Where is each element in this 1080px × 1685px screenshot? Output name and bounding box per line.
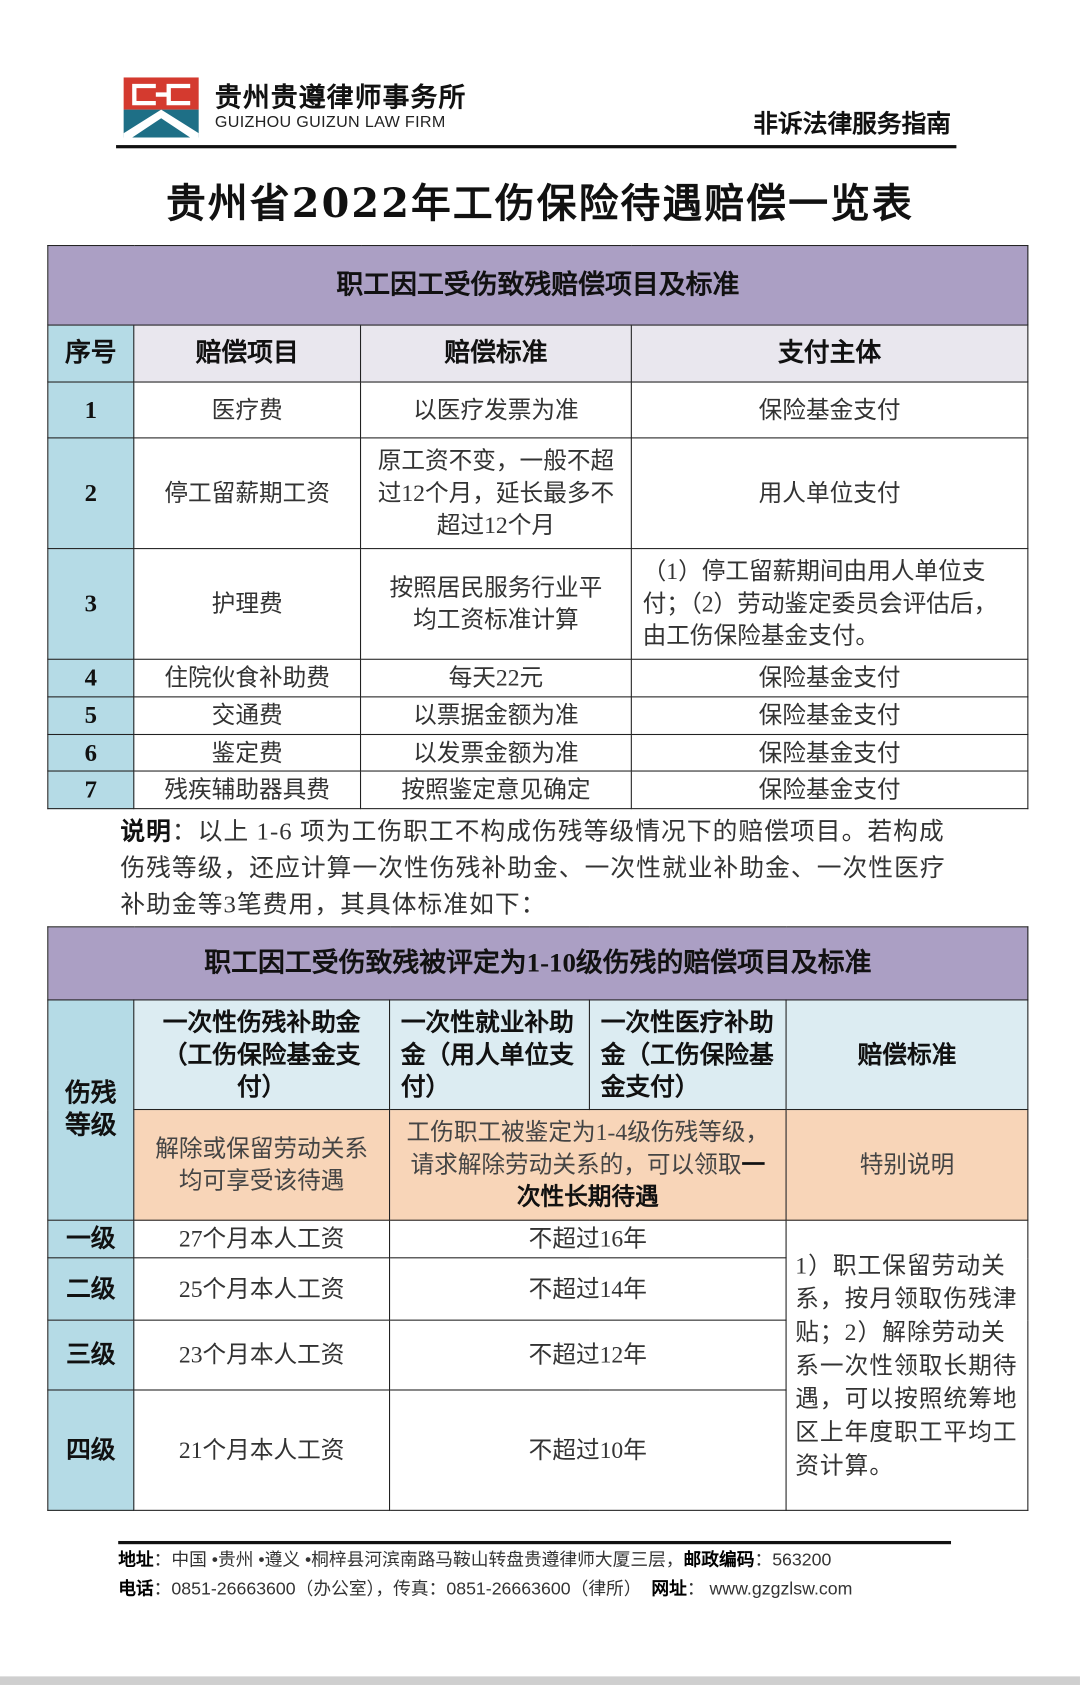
row-long-term: 不超过16年 xyxy=(389,1219,787,1259)
firm-logo xyxy=(123,77,199,138)
row-subsidy: 21个月本人工资 xyxy=(133,1389,391,1511)
row-standard: 每天22元 xyxy=(359,658,632,698)
row-long-term: 不超过10年 xyxy=(389,1389,787,1511)
table-row: 5 交通费 以票据金额为准 保险基金支付 xyxy=(47,696,1029,736)
footer-address: 地址：中国 •贵州 •遵义 •桐梓县河滨南路马鞍山转盘贵遵律师大厦三层，邮政编码… xyxy=(118,1550,831,1571)
header-item: 赔偿项目 xyxy=(133,324,362,383)
bottom-band xyxy=(0,1676,1080,1685)
row-item: 鉴定费 xyxy=(133,733,362,772)
subrow-special: 特别说明 xyxy=(785,1108,1029,1221)
row-payer: 用人单位支付 xyxy=(630,437,1029,550)
footer-divider xyxy=(118,1540,952,1545)
table-row: 3 护理费 按照居民服务行业平均工资标准计算 （1）停工留薪期间由用人单位支付；… xyxy=(47,548,1029,660)
table1-title: 职工因工受伤致残赔偿项目及标准 xyxy=(47,245,1029,326)
header-payer: 支付主体 xyxy=(630,324,1029,383)
row-standard: 原工资不变，一般不超过12个月，延长最多不超过12个月 xyxy=(359,437,632,550)
phone-label: 电话 xyxy=(118,1579,154,1600)
table2-title: 职工因工受伤致残被评定为1-10级伤残的赔偿项目及标准 xyxy=(47,926,1029,1001)
subrow-merged: 工伤职工被鉴定为1-4级伤残等级，请求解除劳动关系的，可以领取一次性长期待遇 xyxy=(389,1108,787,1221)
row-item: 住院伙食补助费 xyxy=(133,658,362,698)
row-long-term: 不超过14年 xyxy=(389,1257,787,1321)
table-row: 三级 23个月本人工资 不超过12年 xyxy=(47,1319,1028,1391)
row-standard: 按照鉴定意见确定 xyxy=(359,770,632,810)
postcode-label: 邮政编码 xyxy=(683,1550,755,1570)
row-no: 7 xyxy=(47,770,135,810)
row-no: 4 xyxy=(47,658,135,698)
note-paragraph: 说明：以上 1-6 项为工伤职工不构成伤残等级情况下的赔偿项目。若构成伤残等级，… xyxy=(120,813,958,923)
header-employment-subsidy: 一次性就业补助金（用人单位支付） xyxy=(389,999,590,1111)
row-no: 3 xyxy=(47,548,135,660)
header-no: 序号 xyxy=(47,324,135,383)
address-text: ：中国 •贵州 •遵义 •桐梓县河滨南路马鞍山转盘贵遵律师大厦三层， xyxy=(153,1550,684,1570)
row-payer: （1）停工留薪期间由用人单位支付；（2）劳动鉴定委员会评估后，由工伤保险基金支付… xyxy=(630,548,1029,660)
subrow-merged-bold: 一次性长期待遇 xyxy=(516,1150,766,1210)
row-payer: 保险基金支付 xyxy=(630,733,1029,772)
header-divider xyxy=(116,145,957,149)
table-row: 7 残疾辅助器具费 按照鉴定意见确定 保险基金支付 xyxy=(47,770,1029,810)
website-link[interactable]: ： www.gzgzlsw.com xyxy=(686,1579,853,1600)
row-no: 2 xyxy=(47,437,135,550)
table-disability-grades: 职工因工受伤致残被评定为1-10级伤残的赔偿项目及标准 伤残等级 一次性伤残补助… xyxy=(47,926,1029,1511)
header-disability-subsidy: 一次性伤残补助金（工伤保险基金支付） xyxy=(133,999,391,1111)
row-item: 残疾辅助器具费 xyxy=(133,770,362,810)
row-grade: 三级 xyxy=(47,1319,135,1391)
firm-name-en: GUIZHOU GUIZUN LAW FIRM xyxy=(214,112,446,132)
row-subsidy: 23个月本人工资 xyxy=(133,1319,391,1391)
row-payer: 保险基金支付 xyxy=(630,658,1029,698)
row-item: 停工留薪期工资 xyxy=(133,437,362,550)
page-title: 贵州省2022年工伤保险待遇赔偿一览表 xyxy=(166,179,914,227)
row-grade: 一级 xyxy=(47,1219,135,1259)
row-item: 护理费 xyxy=(133,548,362,660)
special-note: 1）职工保留劳动关系，按月领取伤残津贴；2）解除劳动关系一次性领取长期待遇，可以… xyxy=(785,1219,1029,1511)
row-standard: 按照居民服务行业平均工资标准计算 xyxy=(359,548,632,660)
row-no: 6 xyxy=(47,733,135,772)
website-label: 网址 xyxy=(651,1579,687,1600)
row-payer: 保险基金支付 xyxy=(630,696,1029,736)
table-row: 1 医疗费 以医疗发票为准 保险基金支付 xyxy=(47,381,1029,439)
row-grade: 二级 xyxy=(47,1257,135,1321)
phone-text: ：0851-26663600（办公室），传真：0851-26663600（律所） xyxy=(153,1579,642,1600)
row-subsidy: 25个月本人工资 xyxy=(133,1257,391,1321)
guide-label: 非诉法律服务指南 xyxy=(753,110,952,139)
row-payer: 保险基金支付 xyxy=(630,381,1029,439)
firm-name-cn: 贵州贵遵律师事务所 xyxy=(214,81,467,113)
subrow-merged-text: 工伤职工被鉴定为1-4级伤残等级，请求解除劳动关系的，可以领取 xyxy=(406,1118,770,1178)
row-standard: 以医疗发票为准 xyxy=(359,381,632,439)
table-row: 四级 21个月本人工资 不超过10年 xyxy=(47,1389,1028,1511)
row-item: 交通费 xyxy=(133,696,362,736)
row-standard: 以发票金额为准 xyxy=(359,733,632,772)
table-injury-items: 职工因工受伤致残赔偿项目及标准 序号 赔偿项目 赔偿标准 支付主体 1 医疗费 … xyxy=(47,245,1029,810)
row-item: 医疗费 xyxy=(133,381,362,439)
row-no: 5 xyxy=(47,696,135,736)
header-standard: 赔偿标准 xyxy=(359,324,632,383)
postcode-text: ：563200 xyxy=(754,1550,832,1570)
table-row: 二级 25个月本人工资 不超过14年 xyxy=(47,1257,1028,1321)
subrow-col1: 解除或保留劳动关系均可享受该待遇 xyxy=(133,1108,391,1221)
row-standard: 以票据金额为准 xyxy=(359,696,632,736)
row-long-term: 不超过12年 xyxy=(389,1319,787,1391)
row-payer: 保险基金支付 xyxy=(630,770,1029,810)
table-row: 6 鉴定费 以发票金额为准 保险基金支付 xyxy=(47,733,1029,772)
address-label: 地址 xyxy=(118,1550,154,1570)
table-row: 2 停工留薪期工资 原工资不变，一般不超过12个月，延长最多不超过12个月 用人… xyxy=(47,437,1029,550)
table-row: 4 住院伙食补助费 每天22元 保险基金支付 xyxy=(47,658,1029,698)
row-no: 1 xyxy=(47,381,135,439)
header-standard: 赔偿标准 xyxy=(785,999,1029,1111)
row-subsidy: 27个月本人工资 xyxy=(133,1219,391,1259)
row-grade: 四级 xyxy=(47,1389,135,1511)
note-label: 说明 xyxy=(120,817,172,845)
header-medical-subsidy: 一次性医疗补助金（工伤保险基金支付） xyxy=(588,999,787,1111)
note-text: ：以上 1-6 项为工伤职工不构成伤残等级情况下的赔偿项目。若构成伤残等级，还应… xyxy=(120,817,946,918)
footer-contact: 电话：0851-26663600（办公室），传真：0851-26663600（律… xyxy=(118,1579,852,1600)
grade-header: 伤残等级 xyxy=(47,999,135,1221)
table-row: 一级 27个月本人工资 不超过16年 1）职工保留劳动关系，按月领取伤残津贴；2… xyxy=(47,1219,1029,1511)
